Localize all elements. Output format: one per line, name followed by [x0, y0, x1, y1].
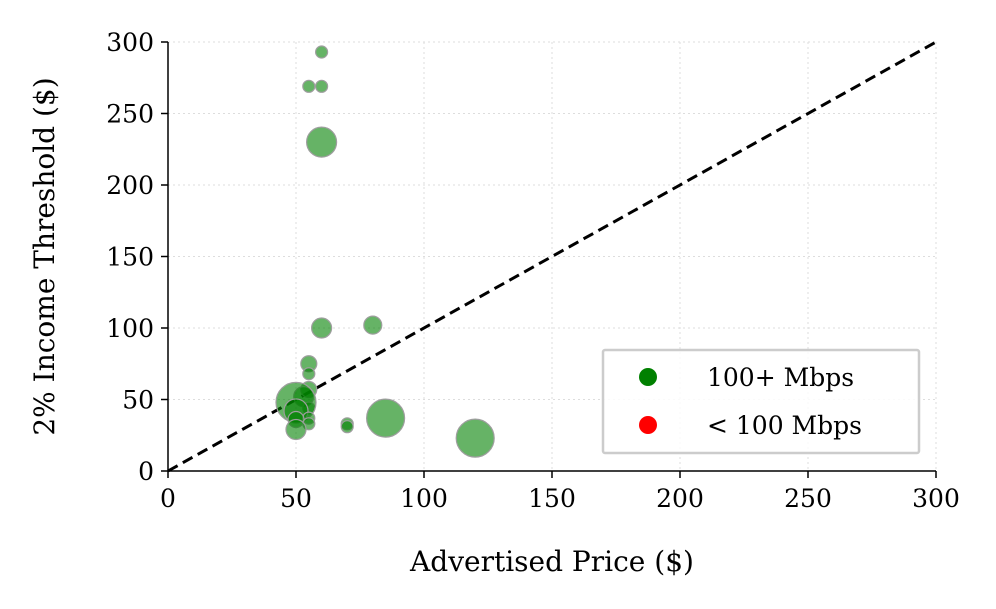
data-point [306, 126, 338, 158]
y-tick-label: 300 [106, 28, 154, 57]
x-tick-label: 250 [784, 484, 832, 513]
y-tick-label: 150 [106, 243, 154, 272]
data-point [302, 79, 316, 93]
legend-label: 100+ Mbps [707, 363, 854, 392]
data-point [311, 317, 333, 339]
legend-label: < 100 Mbps [707, 411, 862, 440]
y-axis-ticks: 0 50 100 150 200 250 300 [106, 28, 168, 486]
x-tick-label: 0 [160, 484, 176, 513]
legend-marker [639, 368, 657, 386]
data-points [275, 45, 495, 458]
x-axis-ticks: 0 50 100 150 200 250 300 [160, 471, 960, 513]
data-point [340, 420, 354, 434]
legend: 100+ Mbps < 100 Mbps [601, 348, 921, 455]
data-point [285, 418, 307, 441]
x-tick-label: 300 [912, 484, 960, 513]
x-tick-label: 50 [280, 484, 312, 513]
data-point [363, 315, 383, 335]
x-tick-label: 200 [656, 484, 704, 513]
data-point [455, 418, 495, 458]
y-tick-label: 100 [106, 314, 154, 343]
x-axis-label: Advertised Price ($) [409, 545, 694, 578]
y-tick-label: 50 [122, 386, 154, 415]
data-point [366, 398, 406, 438]
y-tick-label: 250 [106, 100, 154, 129]
data-point [315, 79, 329, 93]
y-axis-label: 2% Income Threshold ($) [28, 77, 61, 435]
y-tick-label: 0 [138, 457, 154, 486]
legend-marker [639, 416, 657, 434]
data-point [315, 45, 329, 59]
y-tick-label: 200 [106, 171, 154, 200]
x-tick-label: 100 [400, 484, 448, 513]
x-tick-label: 150 [528, 484, 576, 513]
legend-box [601, 348, 921, 455]
data-point [302, 367, 316, 381]
